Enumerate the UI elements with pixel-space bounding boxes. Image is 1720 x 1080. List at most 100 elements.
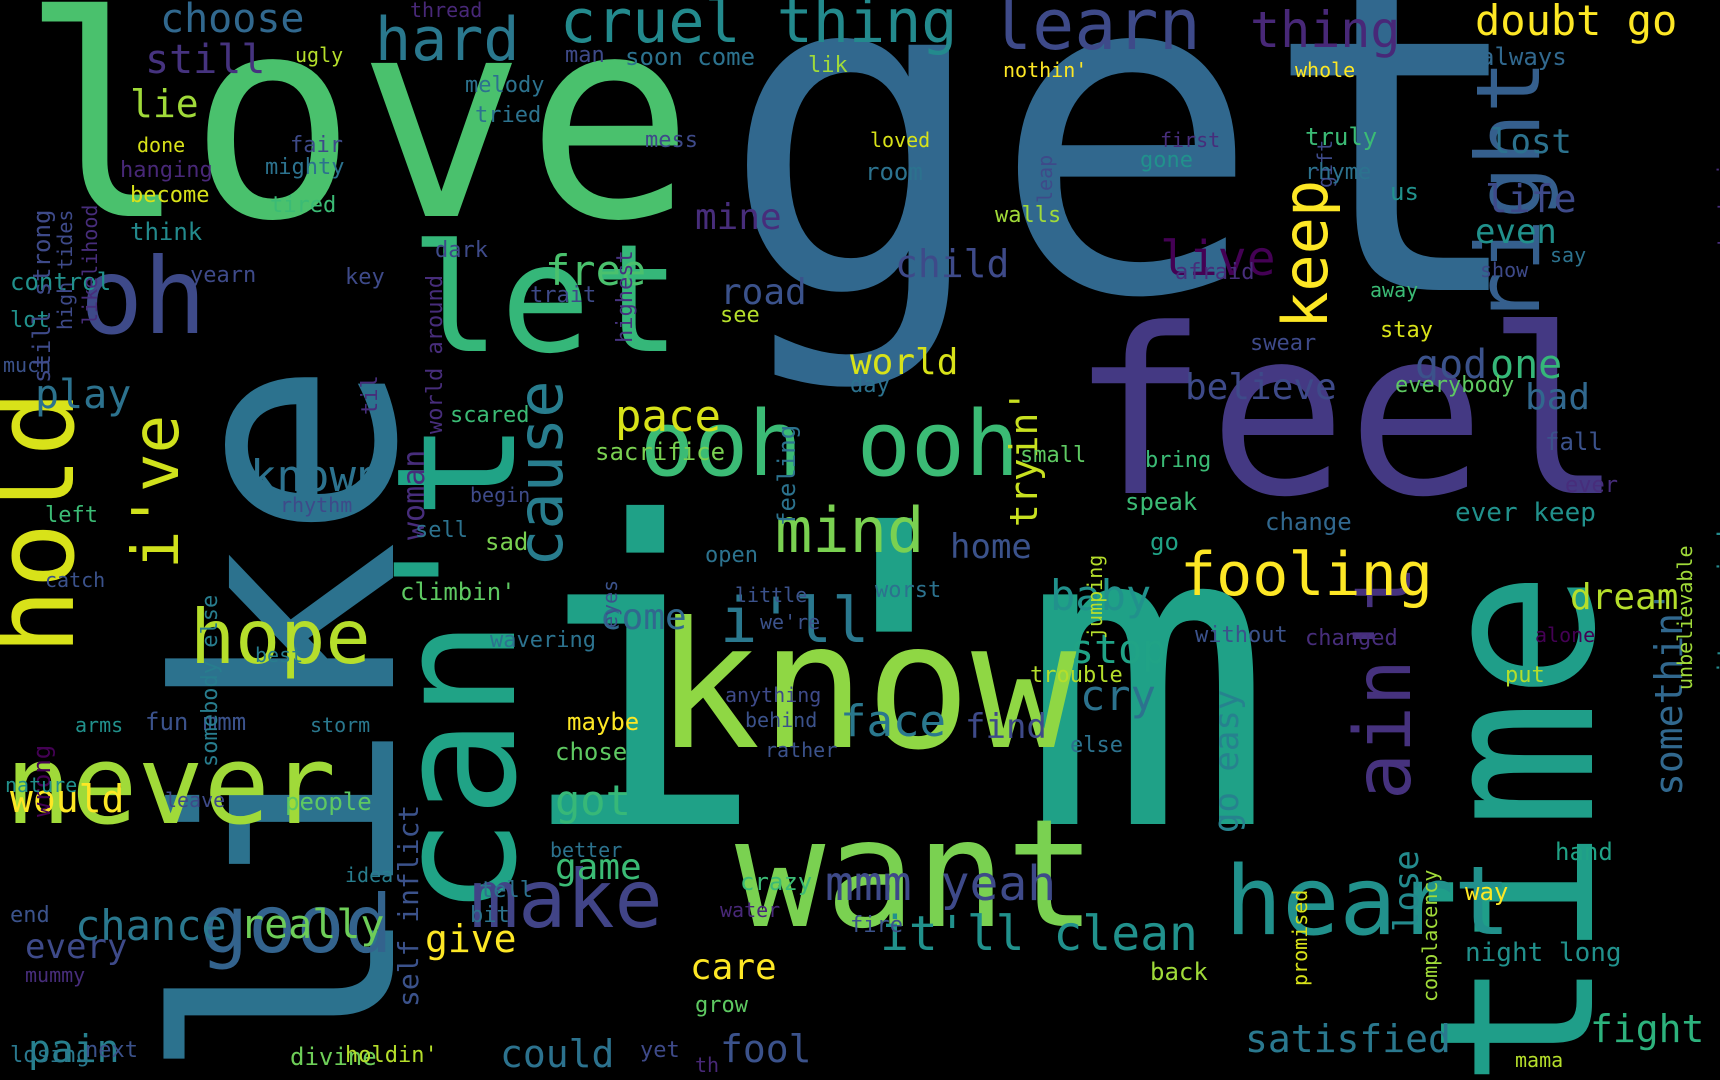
- word: yet: [640, 1038, 680, 1063]
- word: teetering: [1713, 139, 1720, 248]
- word: fun mmm: [145, 708, 247, 736]
- word: away: [1370, 278, 1419, 302]
- word: really: [240, 902, 385, 948]
- word: bit: [470, 903, 510, 928]
- word: bring: [1145, 448, 1212, 473]
- word: left: [45, 503, 98, 528]
- word: hand: [1555, 838, 1613, 866]
- word: crazy: [740, 868, 813, 896]
- word: cry: [1080, 671, 1156, 720]
- word: leave: [165, 788, 226, 812]
- word: done: [137, 133, 186, 157]
- word: idea: [345, 863, 394, 887]
- word: believe: [1185, 367, 1337, 408]
- word: catch: [45, 568, 106, 592]
- word: scared: [450, 403, 530, 428]
- word: mighty: [265, 155, 345, 180]
- word: without: [1195, 623, 1288, 648]
- word: end: [10, 903, 50, 928]
- word: speak: [1125, 488, 1198, 516]
- word: people: [285, 788, 372, 816]
- word: fight: [1590, 1007, 1705, 1051]
- word: lik: [808, 53, 848, 78]
- word: mummy: [25, 963, 86, 987]
- word: care: [690, 947, 777, 988]
- word: whole: [1295, 58, 1356, 82]
- word: satisfied: [1245, 1017, 1451, 1061]
- word: alone: [1535, 623, 1596, 647]
- word: rhyme: [1305, 160, 1372, 185]
- word: likelihood: [78, 204, 102, 325]
- word: know: [655, 586, 1077, 789]
- word: next: [85, 1038, 138, 1063]
- word: til: [358, 375, 383, 415]
- word: grow: [695, 993, 748, 1018]
- word: even: [1475, 212, 1557, 252]
- word: control: [10, 268, 112, 296]
- word: back: [1150, 958, 1208, 986]
- word: tired: [270, 193, 337, 218]
- word: soon come: [625, 43, 756, 71]
- word: sacrifice: [595, 438, 726, 466]
- word: pace: [615, 391, 721, 442]
- word: tell: [480, 878, 533, 903]
- word: else: [1070, 733, 1123, 758]
- word: little: [735, 583, 808, 607]
- word: sell: [415, 518, 468, 543]
- word: home: [950, 527, 1032, 567]
- word: afraid: [1175, 260, 1255, 285]
- word: rhythm: [280, 493, 353, 517]
- word: fool: [720, 1027, 812, 1071]
- word: mine: [695, 197, 782, 238]
- word: lot: [10, 308, 50, 333]
- word: face: [840, 696, 946, 747]
- word: swear: [1250, 331, 1317, 356]
- word: highest: [613, 250, 638, 343]
- word: trait: [530, 283, 597, 308]
- word: ooh ooh: [640, 392, 1020, 497]
- word: i'll: [720, 584, 870, 657]
- word: bad: [1525, 377, 1591, 418]
- word: feeling: [773, 424, 801, 526]
- word: get: [720, 0, 1533, 397]
- word: mess: [645, 128, 698, 153]
- word: arms: [75, 713, 124, 737]
- word: dream: [1570, 577, 1679, 618]
- word: say: [1550, 243, 1587, 267]
- word: better: [550, 838, 623, 862]
- word: jumping: [1083, 554, 1107, 639]
- word: storm: [310, 713, 371, 737]
- word: put: [1505, 663, 1545, 688]
- word: ugly: [295, 43, 344, 67]
- word: truly: [1305, 123, 1378, 151]
- word: good: [200, 878, 393, 971]
- word: somebody else: [198, 594, 223, 767]
- word: find: [965, 707, 1047, 747]
- word: anything: [725, 683, 822, 707]
- word: see: [720, 303, 760, 328]
- word: losing: [10, 1043, 90, 1068]
- word: would: [10, 777, 125, 821]
- word: fair: [290, 133, 343, 158]
- word: give: [425, 917, 517, 961]
- word: hard: [375, 5, 520, 75]
- word: got: [555, 776, 631, 825]
- word: tried: [475, 103, 542, 128]
- word: game: [555, 847, 642, 888]
- word: th: [695, 1053, 720, 1077]
- word: unbelievable: [1673, 545, 1697, 691]
- word: i've: [120, 414, 194, 569]
- word: feel: [1070, 281, 1624, 548]
- word: stop: [1070, 627, 1167, 673]
- word: first: [1160, 128, 1221, 152]
- word: i've cried: [1713, 530, 1720, 676]
- word: one: [1490, 342, 1563, 388]
- word: chose: [555, 738, 628, 766]
- word: way: [1465, 878, 1509, 906]
- word: key: [345, 265, 385, 290]
- word: us: [1390, 178, 1419, 206]
- word: man: [565, 43, 605, 68]
- word: eyes: [598, 579, 622, 628]
- word: become: [130, 183, 210, 208]
- word: mama: [1515, 1048, 1564, 1072]
